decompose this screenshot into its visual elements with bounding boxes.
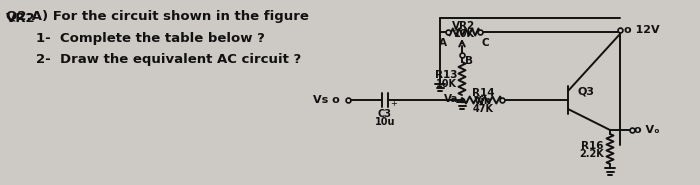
Text: VR2: VR2 <box>6 12 36 25</box>
Text: 10K: 10K <box>436 79 457 89</box>
Text: Vs o: Vs o <box>314 95 340 105</box>
Text: Q3: Q3 <box>578 87 595 97</box>
Text: Q2:A) For the circuit shown in the figure: Q2:A) For the circuit shown in the figur… <box>6 10 309 23</box>
Text: Va: Va <box>444 94 458 104</box>
Text: o 12V: o 12V <box>624 25 659 35</box>
Text: o Vₒ: o Vₒ <box>634 125 659 135</box>
Text: B: B <box>465 56 473 66</box>
Text: 2-  Draw the equivalent AC circuit ?: 2- Draw the equivalent AC circuit ? <box>36 53 301 66</box>
Text: 1-  Complete the table below ?: 1- Complete the table below ? <box>36 32 265 45</box>
Text: VR2: VR2 <box>452 21 475 31</box>
Text: +: + <box>390 98 397 107</box>
Text: 2.2K: 2.2K <box>580 149 604 159</box>
Text: R13: R13 <box>435 70 457 80</box>
Text: 10u: 10u <box>374 117 395 127</box>
Text: R16: R16 <box>582 141 604 151</box>
Text: 47K: 47K <box>473 104 494 114</box>
Text: C3: C3 <box>378 109 392 119</box>
Text: R14: R14 <box>472 88 494 98</box>
Text: 10K: 10K <box>454 29 475 39</box>
Text: A: A <box>439 38 447 48</box>
Text: Vin: Vin <box>474 96 492 106</box>
Text: C: C <box>482 38 489 48</box>
